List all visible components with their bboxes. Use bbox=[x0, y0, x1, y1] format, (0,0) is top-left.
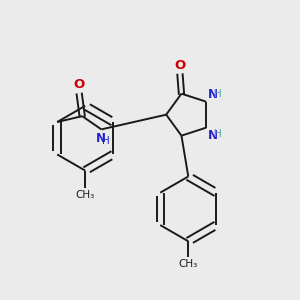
Text: O: O bbox=[74, 78, 85, 91]
Text: N: N bbox=[96, 132, 106, 145]
Text: CH₃: CH₃ bbox=[76, 190, 95, 200]
Text: H: H bbox=[214, 129, 222, 139]
Text: H: H bbox=[214, 89, 222, 99]
Text: CH₃: CH₃ bbox=[179, 259, 198, 269]
Text: H: H bbox=[102, 136, 110, 146]
Text: N: N bbox=[208, 88, 218, 101]
Text: N: N bbox=[208, 129, 218, 142]
Text: O: O bbox=[174, 59, 186, 72]
